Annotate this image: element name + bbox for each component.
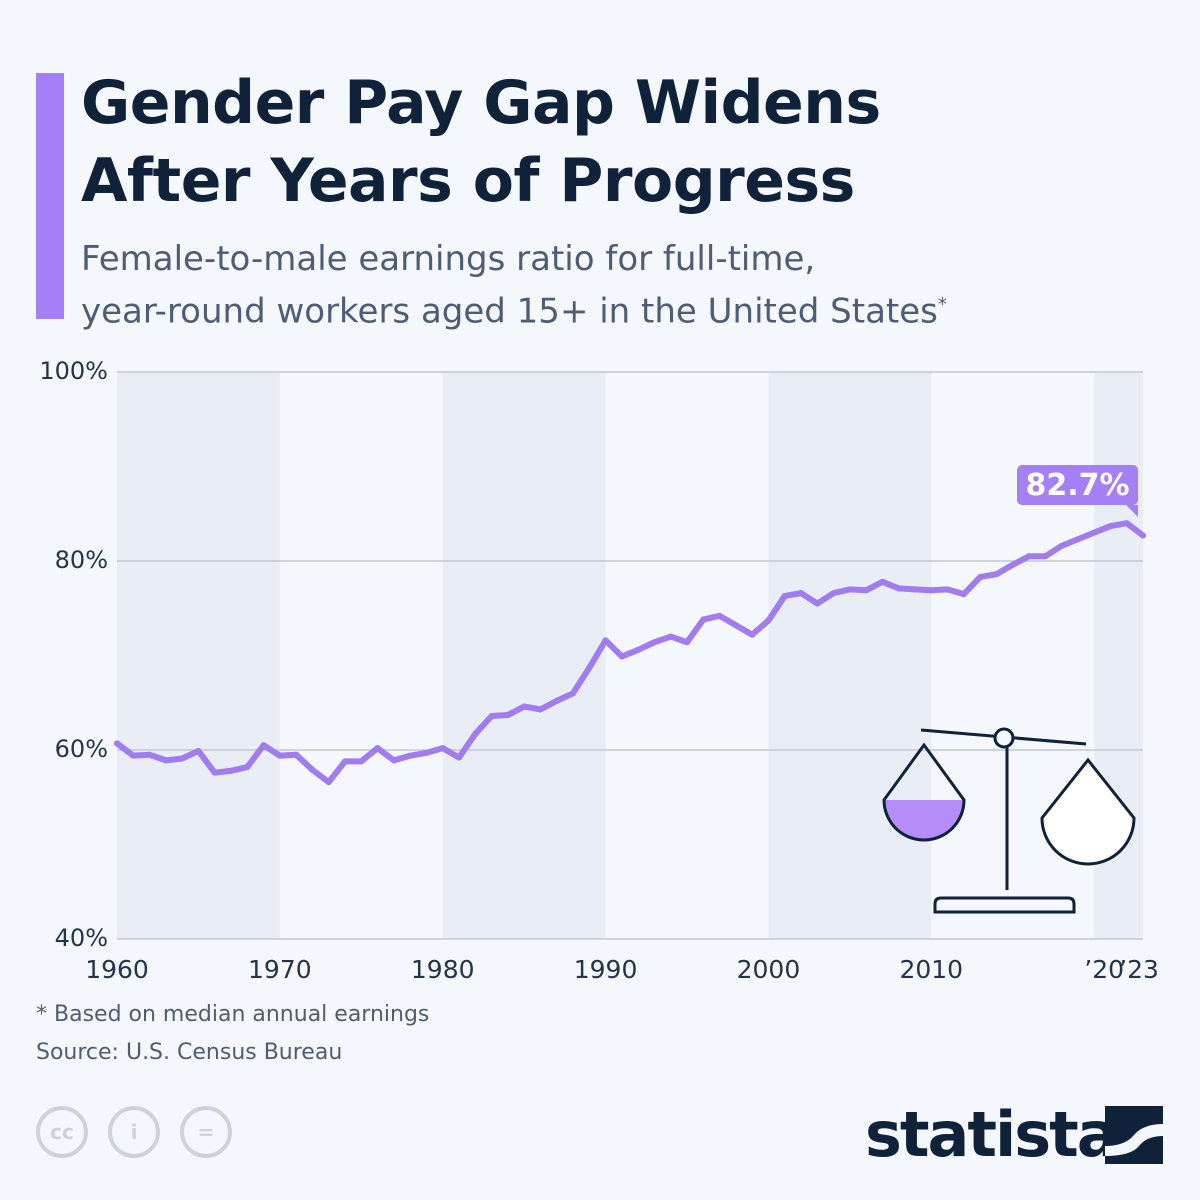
data-point bbox=[879, 578, 886, 585]
data-point bbox=[765, 617, 772, 624]
data-point bbox=[390, 757, 397, 764]
data-point bbox=[146, 751, 153, 758]
data-point bbox=[309, 766, 316, 773]
data-point bbox=[325, 779, 332, 786]
data-point bbox=[423, 749, 430, 756]
value-callout: 82.7% bbox=[1017, 465, 1138, 517]
data-point bbox=[586, 664, 593, 671]
y-tick-label: 100% bbox=[39, 357, 108, 385]
data-point bbox=[912, 586, 918, 593]
data-point bbox=[1026, 553, 1032, 560]
data-point bbox=[260, 742, 267, 749]
data-point bbox=[537, 706, 544, 713]
data-point bbox=[179, 755, 186, 762]
x-tick-label: 1970 bbox=[248, 955, 312, 984]
data-point bbox=[1009, 561, 1016, 568]
data-point bbox=[700, 616, 707, 623]
scales-icon bbox=[882, 727, 1136, 914]
data-point bbox=[781, 592, 788, 599]
data-point bbox=[228, 767, 234, 774]
data-point bbox=[1091, 529, 1098, 536]
data-point bbox=[374, 745, 381, 752]
data-point bbox=[439, 745, 446, 752]
data-point bbox=[244, 764, 251, 771]
data-point bbox=[635, 646, 642, 653]
decade-band bbox=[768, 372, 932, 939]
data-point bbox=[732, 622, 739, 629]
data-point bbox=[602, 637, 609, 644]
x-tick-label: 2010 bbox=[899, 955, 964, 984]
data-point bbox=[618, 653, 625, 660]
decade-band bbox=[442, 372, 606, 939]
data-point bbox=[504, 712, 511, 719]
no-derivatives-icon[interactable]: = bbox=[180, 1106, 232, 1158]
decade-band bbox=[117, 372, 280, 939]
footnote-mark: * bbox=[937, 294, 947, 315]
title-line-1: Gender Pay Gap Widens bbox=[81, 68, 881, 138]
data-point bbox=[211, 769, 218, 776]
accent-bar bbox=[36, 73, 64, 319]
data-point bbox=[1042, 553, 1049, 560]
data-point bbox=[814, 600, 821, 607]
title-line-2: After Years of Progress bbox=[81, 146, 855, 216]
x-tick-label: ’20 bbox=[1084, 955, 1125, 984]
data-point bbox=[1074, 536, 1081, 543]
x-tick-label: 2000 bbox=[736, 955, 801, 984]
data-point bbox=[342, 758, 348, 765]
data-point bbox=[130, 752, 137, 759]
data-point bbox=[195, 747, 202, 754]
data-point bbox=[407, 752, 414, 759]
data-point bbox=[1107, 523, 1114, 530]
data-point bbox=[162, 757, 169, 764]
data-point bbox=[846, 586, 853, 593]
subtitle-line-2: year-round workers aged 15+ in the Unite… bbox=[81, 291, 938, 332]
data-point bbox=[1140, 532, 1146, 539]
cc-license-icon[interactable]: cc bbox=[36, 1106, 88, 1158]
y-tick-label: 80% bbox=[54, 546, 108, 574]
x-tick-label: 1990 bbox=[573, 955, 638, 984]
data-point bbox=[358, 758, 365, 765]
x-tick-label: 1980 bbox=[410, 955, 475, 984]
data-point bbox=[977, 574, 984, 581]
data-point bbox=[993, 571, 1000, 578]
statista-logo[interactable]: statista bbox=[865, 1098, 1119, 1171]
data-point bbox=[488, 712, 495, 719]
footnote: * Based on median annual earnings bbox=[36, 1002, 430, 1027]
source: Source: U.S. Census Bureau bbox=[36, 1040, 343, 1065]
data-point bbox=[651, 639, 658, 646]
subtitle: Female-to-male earnings ratio for full-t… bbox=[81, 236, 947, 334]
data-point bbox=[684, 639, 690, 646]
data-point bbox=[293, 751, 300, 758]
attribution-icon[interactable]: i bbox=[108, 1106, 160, 1158]
data-point bbox=[1058, 542, 1065, 549]
data-point bbox=[944, 586, 951, 593]
data-point bbox=[830, 590, 837, 597]
data-point bbox=[276, 752, 283, 759]
data-point bbox=[456, 754, 462, 761]
series-line bbox=[114, 520, 1146, 786]
data-point bbox=[553, 697, 560, 704]
data-point bbox=[960, 591, 967, 598]
data-point bbox=[667, 633, 674, 640]
y-tick-label: 60% bbox=[54, 735, 108, 763]
data-point bbox=[895, 585, 902, 592]
data-point bbox=[1123, 520, 1130, 527]
y-tick-label: 40% bbox=[54, 924, 108, 952]
data-point bbox=[472, 730, 479, 737]
x-tick-label: 1960 bbox=[85, 955, 149, 984]
data-point bbox=[863, 587, 870, 594]
data-point bbox=[521, 703, 528, 710]
data-point bbox=[716, 612, 723, 619]
data-point bbox=[928, 587, 935, 594]
data-point bbox=[749, 631, 756, 638]
subtitle-line-1: Female-to-male earnings ratio for full-t… bbox=[81, 239, 816, 279]
statista-logo-icon bbox=[1105, 1106, 1163, 1164]
x-tick-label: ’23 bbox=[1119, 955, 1159, 984]
data-point bbox=[570, 690, 576, 697]
data-point bbox=[114, 740, 120, 747]
page-title: Gender Pay Gap Widens After Years of Prog… bbox=[81, 64, 881, 220]
data-point bbox=[798, 590, 804, 597]
